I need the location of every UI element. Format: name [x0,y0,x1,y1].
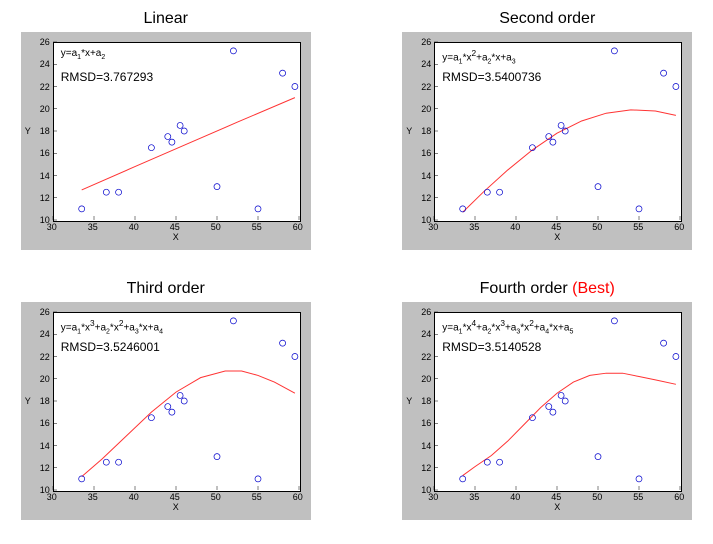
panel-title: Second order [499,10,595,28]
data-point [148,145,154,151]
data-point [292,354,298,360]
data-point [550,139,556,145]
data-point [558,122,564,128]
data-point [115,459,121,465]
data-point [460,206,466,212]
data-point [546,404,552,410]
data-point [673,84,679,90]
data-point [673,354,679,360]
equation-text: y=a1*x3+a2*x2+a3*x+a4 [61,318,163,335]
data-point [485,459,491,465]
chart-panel: 30354045505560101214161820222426XYy=a1*x… [402,32,692,250]
equation-text: y=a1*x+a2 [61,48,106,61]
data-point [279,340,285,346]
chart-panel: 30354045505560101214161820222426XYy=a1*x… [402,302,692,520]
panel-fourth: Fourth order (Best) 303540455055601012141… [392,280,704,520]
chart-svg [21,32,311,250]
data-point [103,189,109,195]
data-point [169,139,175,145]
rmsd-text: RMSD=3.5400736 [442,70,541,84]
data-point [214,454,220,460]
fit-curve [463,110,676,212]
data-point [148,415,154,421]
fit-curve [81,98,294,190]
data-point [177,392,183,398]
data-point [279,70,285,76]
data-point [78,206,84,212]
data-point [497,459,503,465]
data-point [255,476,261,482]
data-point [661,70,667,76]
panel-third: Third order 30354045505560101214161820222… [10,280,322,520]
data-point [550,409,556,415]
data-point [485,189,491,195]
panel-second: Second order 3035404550556010121416182022… [392,10,704,250]
equation-text: y=a1*x4+a2*x3+a3*x2+a4*x+a5 [442,318,573,335]
panel-title-text: Third order [127,280,205,297]
data-point [612,48,618,54]
data-point [165,134,171,140]
data-point [562,398,568,404]
panel-title-best: (Best) [568,280,615,297]
data-point [460,476,466,482]
data-point [255,206,261,212]
data-point [181,398,187,404]
panel-title: Linear [144,10,188,28]
panel-title-text: Linear [144,10,188,27]
data-point [165,404,171,410]
chart-panel: 30354045505560101214161820222426XYy=a1*x… [21,302,311,520]
panel-title: Third order [127,280,205,298]
data-point [214,184,220,190]
data-point [230,318,236,324]
fit-curve [81,371,294,477]
rmsd-text: RMSD=3.5246001 [61,340,160,354]
panel-title: Fourth order (Best) [480,280,615,298]
data-point [115,189,121,195]
data-point [103,459,109,465]
data-point [181,128,187,134]
data-point [636,476,642,482]
rmsd-text: RMSD=3.767293 [61,70,153,84]
equation-text: y=a1*x2+a2*x+a3 [442,48,515,65]
chart-panel: 30354045505560101214161820222426XYy=a1*x… [21,32,311,250]
data-point [636,206,642,212]
rmsd-text: RMSD=3.5140528 [442,340,541,354]
data-point [595,184,601,190]
data-point [230,48,236,54]
data-point [497,189,503,195]
data-point [177,122,183,128]
data-point [78,476,84,482]
data-point [661,340,667,346]
panel-title-text: Fourth order [480,280,568,297]
fit-curve [463,373,676,475]
panel-linear: Linear 30354045505560101214161820222426XY… [10,10,322,250]
data-point [595,454,601,460]
data-point [612,318,618,324]
data-point [169,409,175,415]
data-point [292,84,298,90]
panel-title-text: Second order [499,10,595,27]
data-point [558,392,564,398]
